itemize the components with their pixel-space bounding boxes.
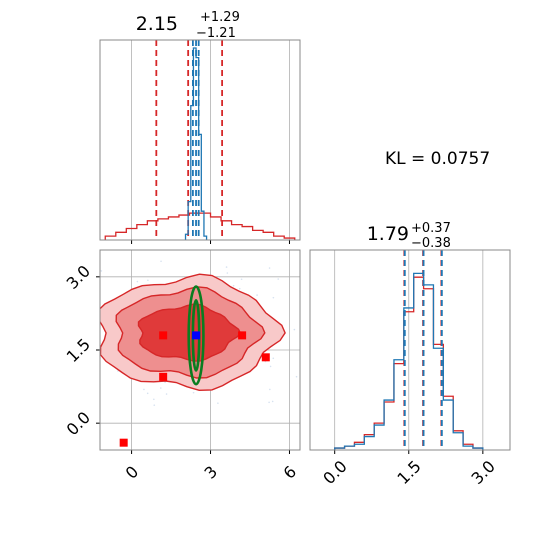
scatter-sample: [58, 434, 60, 436]
p3-tick-label-x: 1.5: [393, 457, 424, 488]
p3-frame: [309, 249, 511, 451]
panel-marginal-x: [99, 39, 301, 244]
scatter-sample: [269, 388, 271, 391]
p2-tick-label-y: 3.0: [63, 261, 94, 292]
scatter-sample: [79, 321, 81, 323]
scatter-sample: [100, 270, 103, 272]
panel-joint: 0 3 6 0.0 1.5 3.0: [58, 235, 372, 483]
scatter-sample: [272, 357, 275, 360]
scatter-sample: [97, 282, 99, 284]
red-marker: [159, 372, 168, 381]
scatter-sample: [271, 400, 274, 403]
scatter-sample: [269, 365, 272, 368]
scatter-sample: [160, 260, 162, 263]
scatter-sample: [295, 375, 298, 378]
scatter-sample: [91, 298, 93, 300]
p2-tick-label-x: 6: [280, 462, 301, 483]
p2-contours: [58, 235, 372, 447]
scatter-sample: [147, 279, 149, 282]
scatter-sample: [232, 284, 235, 287]
panel-x-title-value: 2.15: [136, 13, 178, 35]
scatter-sample: [153, 398, 155, 401]
scatter-sample: [161, 235, 163, 237]
scatter-sample: [88, 247, 90, 249]
scatter-sample: [136, 280, 139, 283]
scatter-sample: [256, 294, 258, 296]
p3-hist-series-0: [334, 276, 484, 450]
p3-hist-series-1: [334, 272, 484, 450]
scatter-sample: [238, 287, 241, 290]
scatter-sample: [370, 321, 372, 323]
p3-tick-label-x: 0.0: [319, 457, 350, 488]
p1-frame: [99, 39, 301, 241]
panel-x-title-plus: +1.29: [200, 10, 240, 25]
panel-y-title-plus: +0.37: [411, 221, 451, 236]
p1-red-hist-series-0: [104, 212, 296, 240]
panel-y-title-value: 1.79: [367, 223, 409, 245]
scatter-sample: [199, 242, 201, 244]
p2-tick-label-y: 0.0: [63, 408, 94, 439]
scatter-sample: [293, 328, 296, 331]
red-marker: [119, 438, 128, 447]
scatter-sample: [268, 267, 271, 269]
p2-tick-label-y: 1.5: [63, 335, 94, 366]
scatter-sample: [268, 401, 270, 404]
scatter-sample: [143, 388, 145, 391]
p2-tick-label-x: 0: [122, 462, 143, 483]
scatter-sample: [146, 392, 149, 395]
blue-marker: [192, 331, 201, 340]
p2-frame: [99, 249, 301, 451]
scatter-sample: [153, 404, 156, 406]
scatter-sample: [159, 387, 162, 389]
scatter-sample: [192, 391, 195, 394]
scatter-sample: [164, 381, 166, 384]
scatter-sample: [226, 272, 229, 274]
panel-x-title-minus: −1.21: [196, 26, 236, 41]
scatter-sample: [225, 266, 228, 268]
scatter-sample: [272, 296, 275, 299]
p2-tick-label-x: 3: [201, 462, 222, 483]
scatter-sample: [217, 402, 219, 404]
panel-y-title-minus: −0.38: [411, 236, 451, 251]
scatter-sample: [303, 293, 305, 295]
scatter-sample: [277, 278, 280, 280]
scatter-sample: [97, 354, 99, 356]
scatter-sample: [97, 376, 99, 378]
scatter-sample: [165, 393, 168, 395]
scatter-sample: [240, 278, 243, 281]
red-marker: [159, 331, 168, 340]
kl-annotation: KL = 0.0757: [385, 149, 490, 169]
reference-ellipse-0: [187, 285, 205, 386]
red-marker: [238, 331, 247, 340]
red-marker: [261, 353, 270, 362]
panel-marginal-y: 0.0 1.5 3.0: [309, 249, 511, 488]
p3-tick-label-x: 3.0: [467, 457, 498, 488]
